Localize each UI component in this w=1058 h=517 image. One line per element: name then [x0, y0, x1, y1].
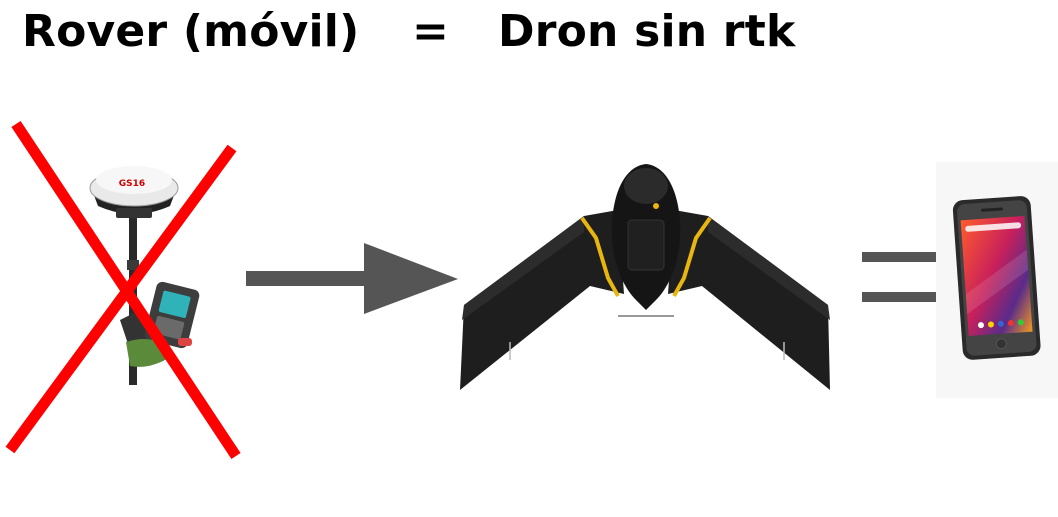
phone-screen — [960, 215, 1033, 337]
rover-title: Rover (móvil) — [22, 6, 360, 57]
red-x-icon — [5, 120, 241, 460]
smartphone — [936, 162, 1058, 398]
antenna-label: GS16 — [119, 179, 145, 189]
arrow-right-icon — [246, 243, 458, 314]
equals-icon — [862, 252, 938, 302]
fixed-wing-drone — [460, 164, 830, 390]
gnss-rover-receiver: GS16 — [5, 120, 241, 460]
drone-title: Dron sin rtk — [498, 6, 796, 57]
gnss-antenna: GS16 — [89, 166, 179, 218]
title-equals-sign: = — [412, 6, 450, 57]
